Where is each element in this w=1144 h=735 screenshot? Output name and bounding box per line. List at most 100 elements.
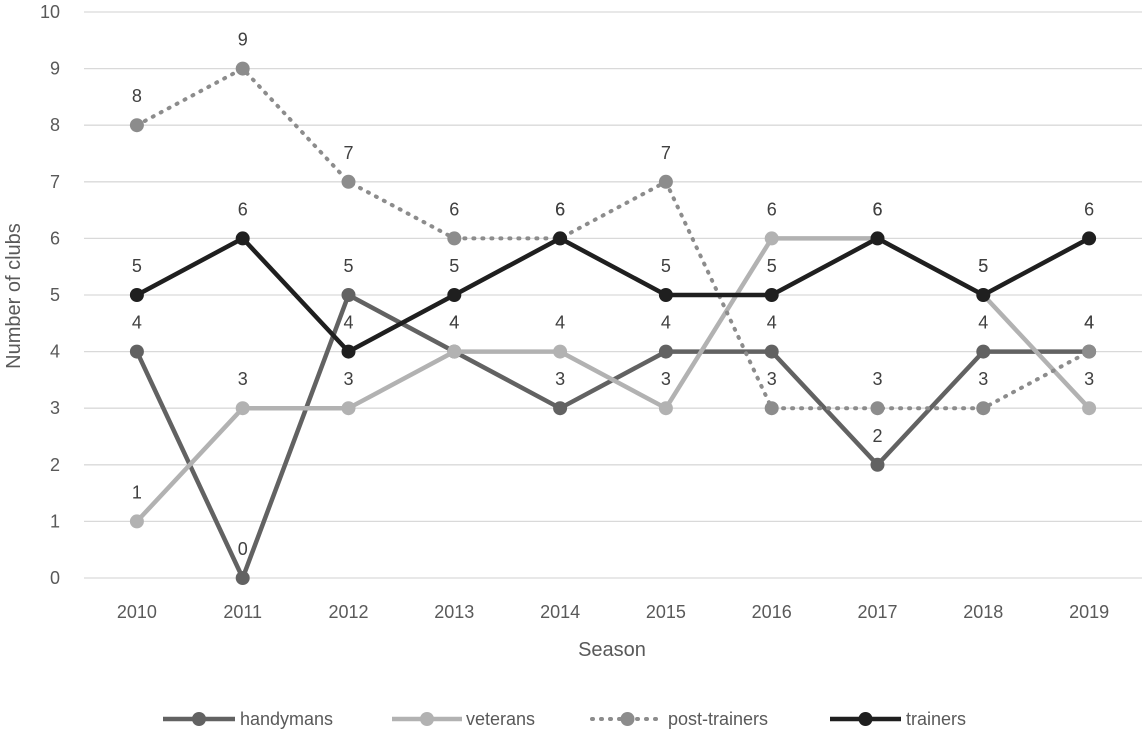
data-label: 3 xyxy=(238,369,248,389)
data-point-handymans xyxy=(658,344,673,359)
data-label: 4 xyxy=(1084,313,1094,333)
data-label: 5 xyxy=(978,256,988,276)
data-label: 3 xyxy=(978,369,988,389)
series-line-post-trainers xyxy=(134,66,1092,411)
x-tick-label: 2015 xyxy=(646,602,686,622)
data-point-veterans xyxy=(341,401,356,416)
data-point-handymans xyxy=(976,344,991,359)
gridlines xyxy=(84,11,1142,579)
x-tick-label: 2012 xyxy=(328,602,368,622)
data-label: 4 xyxy=(555,313,565,333)
data-label: 8 xyxy=(132,86,142,106)
y-tick-label: 1 xyxy=(50,511,60,531)
data-label: 6 xyxy=(1084,199,1094,219)
data-label: 3 xyxy=(1084,369,1094,389)
data-point-handymans xyxy=(764,344,779,359)
data-label: 5 xyxy=(132,256,142,276)
legend-marker-handymans xyxy=(192,712,206,726)
legend: handymans veterans post-trainers trainers xyxy=(163,709,966,729)
legend-label-handymans: handymans xyxy=(240,709,333,729)
data-point-veterans xyxy=(1082,401,1097,416)
data-point-trainers xyxy=(129,288,144,302)
data-label: 5 xyxy=(767,256,777,276)
y-tick-label: 3 xyxy=(50,398,60,418)
data-point-post-trainers xyxy=(447,231,462,246)
y-tick-label: 4 xyxy=(50,342,60,362)
data-point-handymans xyxy=(553,401,568,416)
data-point-veterans xyxy=(658,401,673,416)
y-tick-label: 7 xyxy=(50,172,60,192)
legend-label-trainers: trainers xyxy=(906,709,966,729)
data-point-handymans xyxy=(129,344,144,359)
data-label: 4 xyxy=(978,313,988,333)
y-tick-label: 10 xyxy=(40,2,60,22)
data-point-trainers xyxy=(341,344,356,359)
y-axis-title: Number of clubs xyxy=(3,223,25,369)
y-tick-label: 8 xyxy=(50,115,60,135)
data-label: 1 xyxy=(132,482,142,502)
data-point-post-trainers xyxy=(1082,344,1097,359)
data-point-post-trainers xyxy=(870,401,885,416)
x-tick-label: 2010 xyxy=(117,602,157,622)
legend-marker-trainers xyxy=(858,712,873,726)
data-label: 4 xyxy=(449,313,459,333)
data-point-veterans xyxy=(447,344,462,359)
data-label: 5 xyxy=(343,256,353,276)
data-point-trainers xyxy=(870,231,885,246)
data-point-post-trainers xyxy=(976,401,991,416)
data-label: 3 xyxy=(872,369,882,389)
data-point-trainers xyxy=(658,288,673,302)
data-point-trainers xyxy=(553,231,568,246)
x-tick-label: 2017 xyxy=(857,602,897,622)
data-label: 9 xyxy=(238,30,248,50)
data-label: 4 xyxy=(343,313,353,333)
legend-label-post-trainers: post-trainers xyxy=(668,709,768,729)
x-tick-label: 2013 xyxy=(434,602,474,622)
x-tick-label: 2011 xyxy=(223,602,262,622)
data-point-handymans xyxy=(870,457,885,472)
data-point-post-trainers xyxy=(341,174,356,189)
data-point-trainers xyxy=(447,288,462,302)
data-label: 6 xyxy=(872,199,882,219)
y-tick-label: 5 xyxy=(50,285,60,305)
data-point-veterans xyxy=(764,231,779,246)
data-point-trainers xyxy=(235,231,250,246)
data-label: 3 xyxy=(343,369,353,389)
x-tick-label: 2014 xyxy=(540,602,580,622)
x-axis-ticks: 2010 2011 2012 2013 2014 2015 2016 2017 2018 2019 xyxy=(117,602,1109,622)
data-label: 7 xyxy=(661,143,671,163)
data-point-veterans xyxy=(235,401,250,416)
data-label: 5 xyxy=(449,256,459,276)
y-tick-label: 2 xyxy=(50,455,60,475)
data-label: 4 xyxy=(1084,313,1094,333)
data-label: 5 xyxy=(661,256,671,276)
data-label: 5 xyxy=(978,256,988,276)
x-tick-label: 2018 xyxy=(963,602,1003,622)
data-point-trainers xyxy=(1082,231,1097,246)
data-point-veterans xyxy=(553,344,568,359)
data-label: 3 xyxy=(555,369,565,389)
series-lines xyxy=(129,61,1097,585)
legend-label-veterans: veterans xyxy=(466,709,535,729)
legend-marker-veterans xyxy=(420,712,434,726)
data-label: 4 xyxy=(767,313,777,333)
data-label: 6 xyxy=(872,199,882,219)
x-tick-label: 2016 xyxy=(752,602,792,622)
data-label: 6 xyxy=(449,199,459,219)
data-point-trainers xyxy=(976,288,991,302)
series-line-handymans xyxy=(134,292,1090,581)
series-line-trainers xyxy=(135,236,1091,354)
data-label: 6 xyxy=(555,199,565,219)
data-label: 3 xyxy=(661,369,671,389)
data-label: 3 xyxy=(767,369,777,389)
data-label: 4 xyxy=(661,313,671,333)
y-tick-label: 9 xyxy=(50,59,60,79)
data-label: 7 xyxy=(343,143,353,163)
data-point-handymans xyxy=(235,571,250,585)
y-axis-ticks: 0 1 2 3 4 5 6 7 8 9 10 xyxy=(40,2,60,588)
data-point-post-trainers xyxy=(764,401,779,416)
data-point-post-trainers xyxy=(658,174,673,189)
data-point-veterans xyxy=(129,514,144,529)
data-point-post-trainers xyxy=(235,61,250,76)
